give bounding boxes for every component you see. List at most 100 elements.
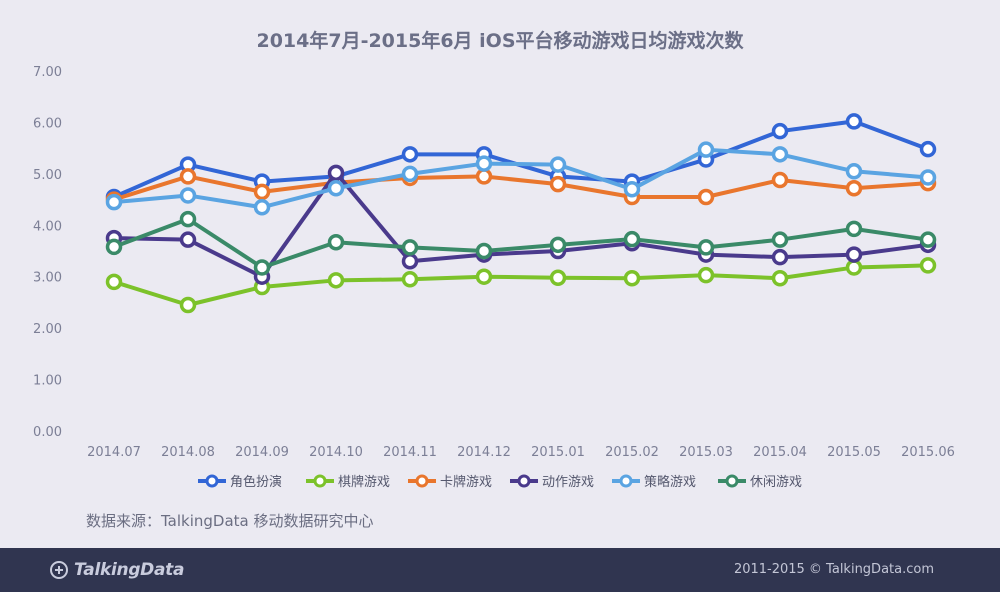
legend-label: 棋牌游戏: [338, 474, 390, 490]
series-group: [105, 141, 937, 216]
x-tick-label: 2014.07: [87, 445, 141, 460]
series-line: [112, 263, 930, 307]
series-line: [112, 174, 930, 202]
data-point: [845, 220, 863, 238]
legend-swatch-marker: [313, 474, 327, 488]
x-tick-label: 2015.06: [901, 445, 955, 460]
x-tick-label: 2015.02: [605, 445, 659, 460]
legend-item: 棋牌游戏: [306, 474, 390, 490]
footer-copyright: 2011-2015 © TalkingData.com: [733, 562, 934, 577]
y-tick-label: 4.00: [33, 219, 62, 234]
data-point: [105, 238, 123, 256]
data-point: [401, 253, 419, 270]
legend-label: 动作游戏: [542, 475, 594, 490]
x-tick-label: 2014.09: [235, 445, 289, 460]
y-tick-label: 0.00: [33, 425, 62, 440]
legend-swatch-marker: [725, 474, 739, 488]
x-tick-label: 2015.03: [679, 445, 733, 460]
series-group: [105, 113, 937, 206]
data-point: [771, 146, 789, 163]
footer-bar: TalkingData 2011-2015 © TalkingData.com: [0, 548, 1000, 592]
x-tick-label: 2014.12: [457, 445, 511, 460]
x-tick-label: 2015.01: [531, 445, 585, 460]
legend-item: 角色扮演: [198, 474, 282, 490]
data-point: [845, 246, 863, 263]
data-point: [327, 272, 345, 289]
series-group: [105, 210, 937, 276]
data-point: [549, 175, 567, 193]
data-point: [919, 231, 937, 248]
legend-item: 卡牌游戏: [408, 474, 492, 490]
data-point: [623, 181, 641, 198]
x-tick-label: 2014.08: [161, 445, 215, 460]
data-point: [401, 239, 419, 256]
x-tick-label: 2015.05: [827, 445, 881, 460]
data-point: [105, 193, 123, 211]
plot-area: [105, 113, 937, 314]
y-tick-label: 7.00: [33, 65, 62, 80]
source-note: 数据来源：TalkingData 移动数据研究中心: [86, 512, 374, 530]
legend-swatch-marker: [205, 474, 219, 488]
legend-label: 休闲游戏: [750, 475, 802, 490]
legend-label: 策略游戏: [644, 474, 696, 490]
data-point: [179, 168, 197, 185]
y-tick-label: 6.00: [33, 116, 62, 131]
data-point: [771, 270, 789, 287]
data-point: [845, 163, 863, 180]
data-point: [179, 187, 197, 204]
data-point: [845, 113, 863, 130]
logo-text: TalkingData: [74, 560, 185, 580]
x-tick-label: 2015.04: [753, 445, 807, 460]
data-point: [623, 230, 641, 248]
data-point: [253, 199, 271, 216]
data-point: [919, 257, 937, 274]
data-point: [771, 122, 789, 140]
legend-label: 卡牌游戏: [440, 474, 492, 490]
data-point: [697, 141, 715, 158]
talkingdata-logo-icon: [50, 561, 68, 579]
data-point: [697, 188, 715, 206]
data-point: [697, 239, 715, 256]
series-group: [105, 257, 937, 314]
data-point: [549, 236, 567, 254]
y-axis-ticks: 0.00 1.00 2.00 3.00 4.00 5.00 6.00 7.00: [33, 65, 62, 440]
data-point: [105, 273, 123, 291]
data-point: [253, 259, 271, 276]
legend-label: 角色扮演: [230, 474, 282, 490]
data-point: [401, 146, 419, 163]
data-point: [401, 271, 419, 288]
data-point: [919, 140, 937, 158]
y-tick-label: 3.00: [33, 271, 62, 286]
line-chart: 0.00 1.00 2.00 3.00 4.00 5.00 6.00 7.00 2014.07…: [33, 65, 955, 490]
series-line: [112, 147, 930, 210]
data-point: [401, 165, 419, 183]
footer-logo: TalkingData: [50, 559, 184, 581]
y-tick-label: 1.00: [33, 374, 62, 389]
data-point: [327, 164, 345, 182]
data-point: [475, 242, 493, 260]
data-point: [327, 234, 345, 251]
data-point: [179, 296, 197, 314]
data-point: [179, 231, 197, 248]
data-point: [475, 268, 493, 285]
data-point: [845, 259, 863, 276]
legend-item: 动作游戏: [510, 474, 594, 490]
data-point: [623, 270, 641, 287]
data-point: [475, 168, 493, 185]
chart-title: 2014年7月-2015年6月 iOS平台移动游戏日均游戏次数: [256, 30, 744, 52]
data-point: [549, 269, 567, 286]
y-tick-label: 2.00: [33, 322, 62, 337]
x-axis-ticks: 2014.07 2014.08 2014.09 2014.10 2014.11 2014.…: [87, 445, 955, 460]
data-point: [919, 169, 937, 186]
series-line: [112, 217, 930, 270]
data-point: [845, 180, 863, 197]
legend-swatch-marker: [517, 474, 531, 488]
x-tick-label: 2014.11: [383, 445, 437, 460]
legend-item: 休闲游戏: [718, 474, 802, 490]
legend: 角色扮演 棋牌游戏 卡牌游戏 动作游戏 策略游戏 休闲游戏: [198, 474, 802, 490]
data-point: [253, 183, 271, 201]
x-tick-label: 2014.10: [309, 445, 363, 460]
data-point: [697, 266, 715, 284]
data-point: [475, 155, 493, 172]
data-point: [771, 248, 789, 266]
